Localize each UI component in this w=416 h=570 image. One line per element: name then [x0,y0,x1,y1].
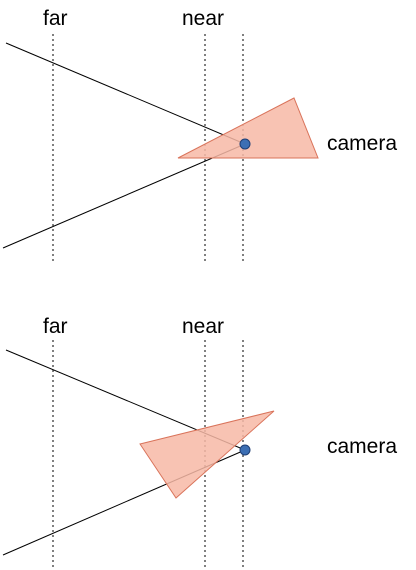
far-label: far [43,315,68,338]
diagram-bottom-canvas [2,340,275,570]
diagram-top-canvas [2,34,319,264]
camera-triangle [177,97,319,159]
camera-point [239,444,251,456]
frustum-upper-ray [5,42,246,145]
camera-triangle [139,410,275,499]
far-label: far [43,7,68,30]
near-label: near [182,315,225,338]
camera-label: camera [327,132,398,155]
frustum-lower-ray [2,143,246,249]
camera-point [239,138,251,150]
near-label: near [182,7,225,30]
diagram-top: far near camera [2,7,398,264]
diagram-bottom: far near camera [0,285,416,570]
camera-label: camera [327,435,398,458]
